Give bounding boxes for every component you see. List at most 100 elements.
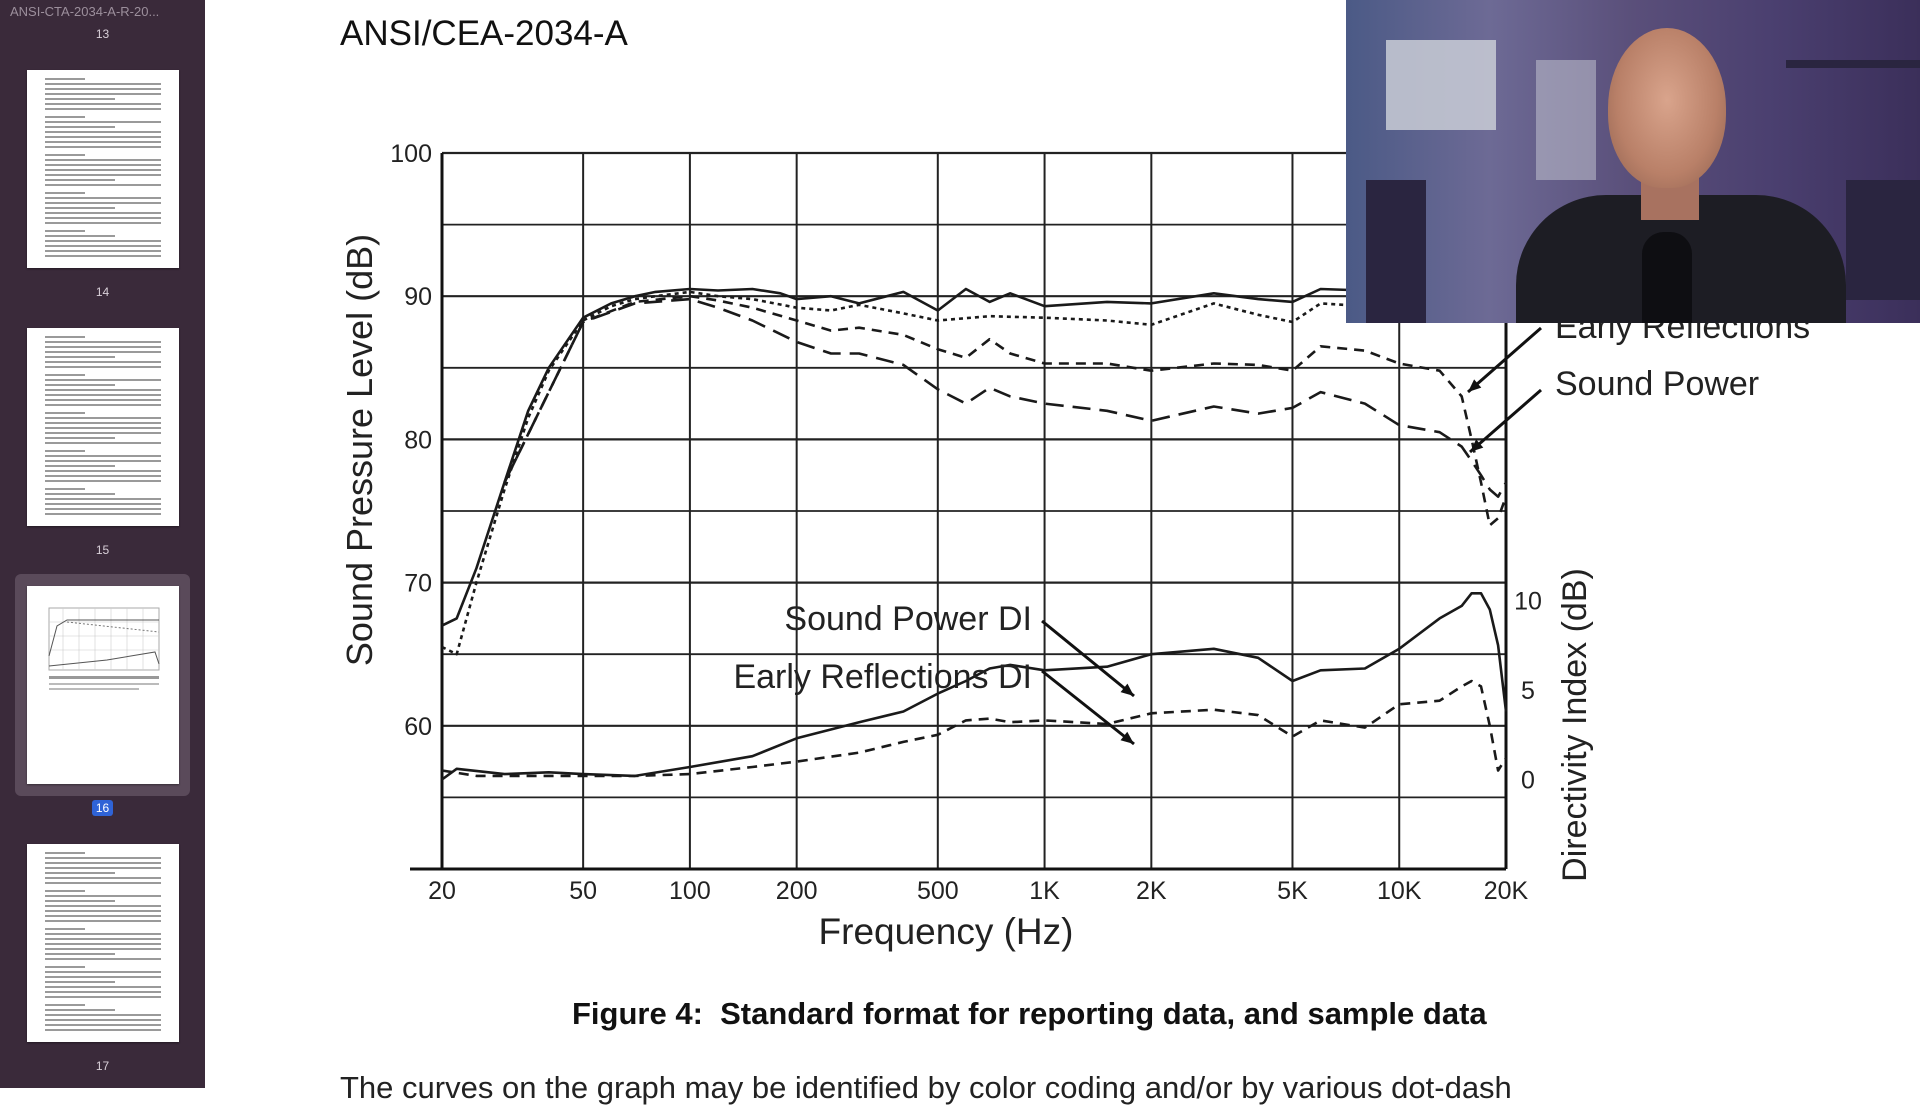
y-tick-label: 100	[390, 140, 432, 168]
thumbnail-text-line	[45, 890, 85, 892]
thumbnail-text-line	[45, 976, 161, 978]
thumbnail-text-line	[45, 437, 115, 439]
thumbnail-text-line	[45, 938, 161, 940]
thumbnail-text-line	[45, 948, 161, 950]
annotation-sound-power: Sound Power	[1555, 365, 1759, 403]
thumbnail-text-line	[45, 882, 161, 884]
thumbnail-text-line	[45, 470, 161, 472]
series-line-early-reflections-di	[441, 679, 1508, 778]
thumbnail-text-line	[45, 900, 115, 902]
thumbnail-text-line	[45, 427, 161, 429]
thumbnail-text-line	[45, 136, 161, 138]
thumbnail-text-line	[45, 862, 161, 864]
figure-caption: Figure 4: Standard format for reporting …	[572, 996, 1487, 1031]
x-tick-label: 20K	[1484, 877, 1529, 905]
page-thumbnail-selected[interactable]	[15, 574, 190, 796]
x-tick-label: 2K	[1136, 877, 1167, 905]
page-thumbnail[interactable]	[15, 832, 190, 1054]
presenter-head	[1608, 28, 1726, 188]
thumbnail-text-line	[45, 404, 161, 406]
thumbnail-text-line	[45, 341, 161, 343]
chart-grid	[410, 151, 1508, 871]
thumbnail-text-line	[45, 867, 161, 869]
thumbnail-text-line	[45, 422, 161, 424]
thumbnail-image	[27, 328, 179, 526]
page-number-label: 14	[95, 285, 110, 299]
thumbnail-text-line	[45, 202, 161, 204]
thumbnail-text-line	[45, 389, 161, 391]
thumbnail-text-line	[45, 384, 115, 386]
thumbnail-text-line	[45, 212, 161, 214]
thumbnail-text-line	[45, 230, 85, 232]
thumbnail-text-line	[45, 943, 161, 945]
page-thumbnail[interactable]	[15, 316, 190, 538]
y2-tick-label: 5	[1521, 677, 1535, 705]
thumbnail-text-line	[45, 971, 161, 973]
thumbnail-text-line	[45, 986, 161, 988]
thumbnail-text-line	[45, 240, 161, 242]
thumbnail-text-line	[45, 235, 115, 237]
background-speaker	[1846, 180, 1920, 300]
thumbnail-text-line	[45, 1004, 85, 1006]
thumbnail-text-line	[45, 1019, 161, 1021]
thumbnail-image	[27, 586, 179, 784]
thumbnail-image	[27, 844, 179, 1042]
thumbnail-text-line	[45, 217, 161, 219]
annotation-sound-power-di: Sound Power DI	[784, 600, 1032, 638]
page-thumbnail[interactable]	[15, 58, 190, 280]
arrow-sound-power-di-head	[1120, 683, 1134, 696]
thumbnail-text-line	[45, 197, 161, 199]
arrow-sound-power-di	[1041, 619, 1135, 698]
thumbnail-text-line	[45, 250, 161, 252]
series-line-solid	[441, 287, 1440, 627]
thumbnail-text-line	[45, 412, 85, 414]
thumbnail-text-line	[45, 958, 161, 960]
chart-ticks: 20 50 100 200 500 1K 2K 5K 10K 20K 60 70 80 90 100 0 5 10	[390, 140, 1542, 905]
thumbnail-text-line	[45, 88, 161, 90]
thumbnail-text-line	[45, 361, 161, 363]
x-tick-label: 20	[428, 877, 456, 905]
thumbnail-text-line	[45, 116, 85, 118]
thumbnail-text-line	[45, 460, 161, 462]
background-shelf	[1786, 60, 1920, 68]
arrow-sound-power-head	[1470, 439, 1484, 452]
thumbnail-text-line	[45, 141, 161, 143]
thumbnail-text-line	[45, 164, 161, 166]
thumbnail-text-line	[45, 465, 115, 467]
y2-tick-label: 0	[1521, 767, 1535, 795]
y2-tick-label: 10	[1514, 588, 1542, 616]
thumbnail-text-line	[45, 207, 115, 209]
thumbnail-text-line	[45, 857, 161, 859]
chart-series	[441, 287, 1508, 781]
thumbnail-text-line	[45, 159, 161, 161]
x-tick-label: 100	[669, 877, 711, 905]
thumbnail-text-line	[45, 374, 85, 376]
thumbnail-text-line	[45, 872, 115, 874]
y-axis-label: Sound Pressure Level (dB)	[339, 234, 380, 666]
arrow-early-reflections-head	[1468, 379, 1482, 392]
thumbnail-text-line	[45, 93, 161, 95]
thumbnail-text-line	[45, 184, 161, 186]
thumbnail-text-line	[45, 996, 161, 998]
y-tick-label: 70	[404, 570, 432, 598]
thumbnail-text-line	[45, 83, 161, 85]
thumbnail-text-line	[45, 966, 85, 968]
body-paragraph: The curves on the graph may be identifie…	[340, 1070, 1512, 1105]
thumbnail-text-line	[45, 351, 161, 353]
y-tick-label: 90	[404, 283, 432, 311]
thumbnail-text-line	[45, 493, 115, 495]
background-window	[1386, 40, 1496, 130]
x-tick-label: 50	[569, 877, 597, 905]
y2-axis-label: Directivity Index (dB)	[1556, 568, 1594, 882]
current-page-number: 16	[0, 800, 205, 816]
document-header: ANSI/CEA-2034-A	[340, 14, 628, 53]
thumbnail-text-line	[45, 895, 161, 897]
thumbnail-text-line	[45, 379, 161, 381]
thumbnail-text-line	[45, 1014, 161, 1016]
thumbnail-text-line	[45, 905, 161, 907]
x-tick-label: 5K	[1277, 877, 1308, 905]
thumbnail-text-line	[45, 336, 85, 338]
page-thumbnail-sidebar[interactable]: ANSI-CTA-2034-A-R-20... 13 14 15	[0, 0, 205, 1088]
background-speaker	[1366, 180, 1426, 323]
thumbnail-text-line	[45, 475, 161, 477]
